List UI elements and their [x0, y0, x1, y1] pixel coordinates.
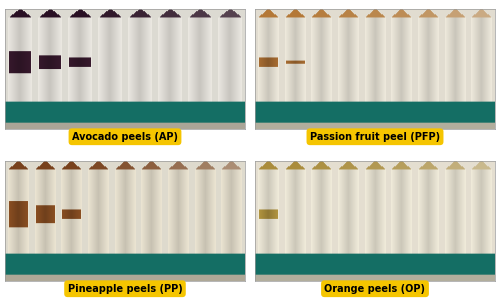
Text: Orange peels (OP): Orange peels (OP)	[324, 284, 426, 294]
Text: Pineapple peels (PP): Pineapple peels (PP)	[68, 284, 182, 294]
Text: Passion fruit peel (PFP): Passion fruit peel (PFP)	[310, 132, 440, 142]
Text: Avocado peels (AP): Avocado peels (AP)	[72, 132, 178, 142]
